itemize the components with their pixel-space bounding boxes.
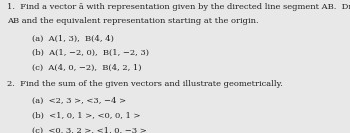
Text: 2.  Find the sum of the given vectors and illustrate geometrically.: 2. Find the sum of the given vectors and…: [7, 80, 283, 88]
Text: (b)  A(1, −2, 0),  B(1, −2, 3): (b) A(1, −2, 0), B(1, −2, 3): [32, 49, 148, 57]
Text: (a)  A(1, 3),  B(4, 4): (a) A(1, 3), B(4, 4): [32, 35, 113, 43]
Text: (b)  <1, 0, 1 >, <0, 0, 1 >: (b) <1, 0, 1 >, <0, 0, 1 >: [32, 112, 140, 120]
Text: (c)  A(4, 0, −2),  B(4, 2, 1): (c) A(4, 0, −2), B(4, 2, 1): [32, 64, 141, 72]
Text: AB and the equivalent representation starting at the origin.: AB and the equivalent representation sta…: [7, 17, 259, 25]
Text: 1.  Find a vector ā with representation given by the directed line segment AB.  : 1. Find a vector ā with representation g…: [7, 3, 350, 11]
Text: (a)  <2, 3 >, <3, −4 >: (a) <2, 3 >, <3, −4 >: [32, 97, 126, 105]
Text: (c)  <0, 3, 2 >, <1, 0, −3 >: (c) <0, 3, 2 >, <1, 0, −3 >: [32, 126, 146, 133]
